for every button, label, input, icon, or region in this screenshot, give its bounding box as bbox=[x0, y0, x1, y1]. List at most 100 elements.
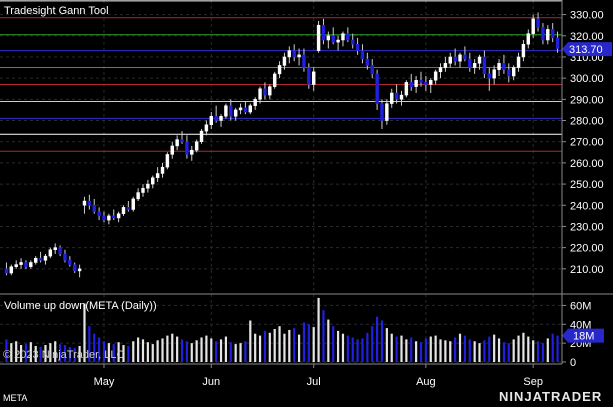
candle[interactable] bbox=[287, 46, 292, 64]
candle[interactable] bbox=[233, 107, 238, 121]
candle[interactable] bbox=[404, 80, 409, 98]
candle[interactable] bbox=[229, 99, 233, 121]
candle[interactable] bbox=[258, 86, 262, 104]
candle[interactable] bbox=[438, 63, 443, 79]
candle[interactable] bbox=[307, 63, 311, 89]
candle[interactable] bbox=[472, 59, 477, 74]
candle[interactable] bbox=[341, 31, 345, 47]
candle[interactable] bbox=[53, 243, 57, 254]
candle[interactable] bbox=[136, 188, 140, 202]
candle[interactable] bbox=[38, 251, 43, 263]
candle[interactable] bbox=[14, 260, 18, 269]
candle[interactable] bbox=[4, 262, 9, 276]
candle[interactable] bbox=[331, 27, 335, 45]
candle[interactable] bbox=[194, 139, 199, 153]
candle[interactable] bbox=[199, 128, 204, 144]
candle[interactable] bbox=[48, 247, 53, 259]
candle[interactable] bbox=[9, 264, 14, 276]
candle[interactable] bbox=[458, 52, 462, 68]
candle[interactable] bbox=[521, 40, 526, 62]
candle[interactable] bbox=[321, 18, 326, 45]
candle[interactable] bbox=[33, 256, 38, 265]
candle[interactable] bbox=[107, 213, 111, 225]
candle[interactable] bbox=[302, 48, 306, 72]
candle[interactable] bbox=[541, 23, 545, 45]
candle[interactable] bbox=[370, 59, 374, 79]
candle[interactable] bbox=[336, 35, 340, 51]
candle[interactable] bbox=[468, 52, 472, 72]
candle[interactable] bbox=[180, 131, 184, 144]
candle[interactable] bbox=[453, 48, 457, 66]
candle[interactable] bbox=[73, 262, 77, 274]
candle[interactable] bbox=[326, 31, 331, 49]
candle[interactable] bbox=[311, 67, 316, 91]
candle[interactable] bbox=[224, 103, 228, 119]
candle[interactable] bbox=[526, 29, 531, 49]
candle[interactable] bbox=[292, 44, 296, 62]
candle[interactable] bbox=[360, 44, 365, 64]
candle[interactable] bbox=[365, 52, 370, 70]
candle[interactable] bbox=[263, 82, 267, 100]
candle[interactable] bbox=[502, 54, 506, 74]
candle[interactable] bbox=[409, 73, 413, 91]
candle[interactable] bbox=[346, 27, 350, 43]
candle[interactable] bbox=[433, 69, 438, 85]
candle[interactable] bbox=[204, 120, 209, 136]
candle[interactable] bbox=[380, 99, 384, 129]
candle[interactable] bbox=[97, 207, 101, 221]
candle[interactable] bbox=[497, 59, 501, 77]
candle[interactable] bbox=[185, 135, 189, 159]
candle[interactable] bbox=[297, 48, 301, 66]
candlesticks[interactable] bbox=[4, 12, 560, 278]
candle[interactable] bbox=[516, 52, 521, 72]
candle[interactable] bbox=[536, 12, 540, 32]
candle[interactable] bbox=[19, 258, 23, 269]
candle[interactable] bbox=[492, 65, 496, 85]
candle[interactable] bbox=[531, 14, 535, 38]
candle[interactable] bbox=[429, 78, 433, 93]
candle[interactable] bbox=[385, 99, 389, 125]
candle[interactable] bbox=[219, 114, 223, 127]
candle[interactable] bbox=[131, 196, 135, 212]
candle[interactable] bbox=[112, 209, 116, 221]
candle[interactable] bbox=[424, 76, 428, 91]
candle[interactable] bbox=[170, 141, 174, 159]
candle[interactable] bbox=[477, 54, 482, 70]
candle[interactable] bbox=[351, 33, 355, 49]
candle[interactable] bbox=[63, 249, 67, 263]
candle[interactable] bbox=[482, 50, 487, 79]
candle[interactable] bbox=[58, 245, 62, 257]
candle[interactable] bbox=[141, 184, 145, 197]
candle[interactable] bbox=[550, 23, 555, 43]
candle[interactable] bbox=[448, 52, 452, 68]
candle[interactable] bbox=[555, 31, 560, 53]
candle[interactable] bbox=[43, 253, 48, 265]
candle[interactable] bbox=[463, 46, 467, 62]
candle[interactable] bbox=[268, 84, 272, 100]
candle[interactable] bbox=[24, 260, 28, 269]
candle[interactable] bbox=[272, 71, 277, 89]
candle[interactable] bbox=[102, 211, 106, 223]
candle[interactable] bbox=[82, 196, 87, 214]
candle[interactable] bbox=[399, 90, 404, 106]
candle[interactable] bbox=[375, 69, 379, 110]
candle[interactable] bbox=[443, 56, 448, 72]
candle[interactable] bbox=[29, 260, 33, 269]
candle[interactable] bbox=[126, 201, 131, 212]
candle[interactable] bbox=[390, 88, 394, 108]
candle[interactable] bbox=[116, 211, 121, 223]
volume-bars[interactable] bbox=[5, 297, 559, 362]
candle[interactable] bbox=[151, 175, 155, 189]
candle[interactable] bbox=[394, 84, 399, 104]
candle[interactable] bbox=[190, 145, 194, 161]
candle[interactable] bbox=[414, 76, 418, 93]
candle[interactable] bbox=[507, 63, 511, 83]
candle[interactable] bbox=[243, 101, 248, 115]
candle[interactable] bbox=[316, 20, 321, 53]
candle[interactable] bbox=[487, 67, 491, 91]
candle[interactable] bbox=[87, 194, 92, 210]
candle[interactable] bbox=[248, 103, 253, 115]
candle[interactable] bbox=[146, 179, 150, 193]
candle[interactable] bbox=[511, 65, 516, 81]
candle[interactable] bbox=[175, 135, 179, 151]
